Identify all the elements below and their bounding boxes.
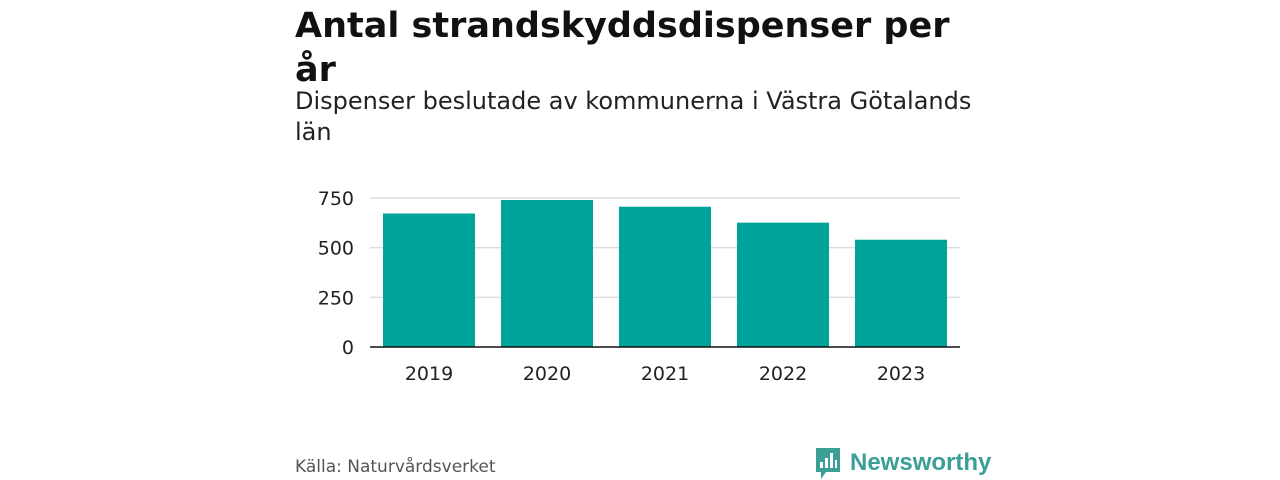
bar-2019 (382, 213, 476, 347)
y-tick-label: 250 (318, 287, 354, 309)
newsworthy-logo-icon (816, 448, 840, 479)
source-note: Källa: Naturvårdsverket (295, 457, 496, 477)
y-tick-label: 500 (318, 238, 354, 260)
y-axis: 0 250 500 750 (318, 188, 354, 359)
x-tick-label: 2021 (641, 363, 689, 385)
newsworthy-logo-text: Newsworthy (850, 449, 992, 476)
bar-2023 (854, 239, 948, 347)
x-tick-label: 2020 (523, 363, 571, 385)
chart-subtitle: Dispenser beslutade av kommunerna i Väst… (295, 87, 972, 146)
newsworthy-logo: Newsworthy (814, 446, 991, 480)
x-axis: 2019 2020 2021 2022 2023 (405, 363, 925, 385)
bar-2022 (736, 222, 830, 347)
x-tick-label: 2019 (405, 363, 453, 385)
bar-2021 (618, 206, 712, 347)
x-tick-label: 2022 (759, 363, 807, 385)
bar-2020 (500, 199, 594, 347)
y-tick-label: 750 (318, 188, 354, 210)
bars (382, 199, 948, 347)
chart-title: Antal strandskyddsdispenser per år (295, 6, 950, 90)
y-tick-label: 0 (342, 337, 354, 359)
x-tick-label: 2023 (877, 363, 925, 385)
